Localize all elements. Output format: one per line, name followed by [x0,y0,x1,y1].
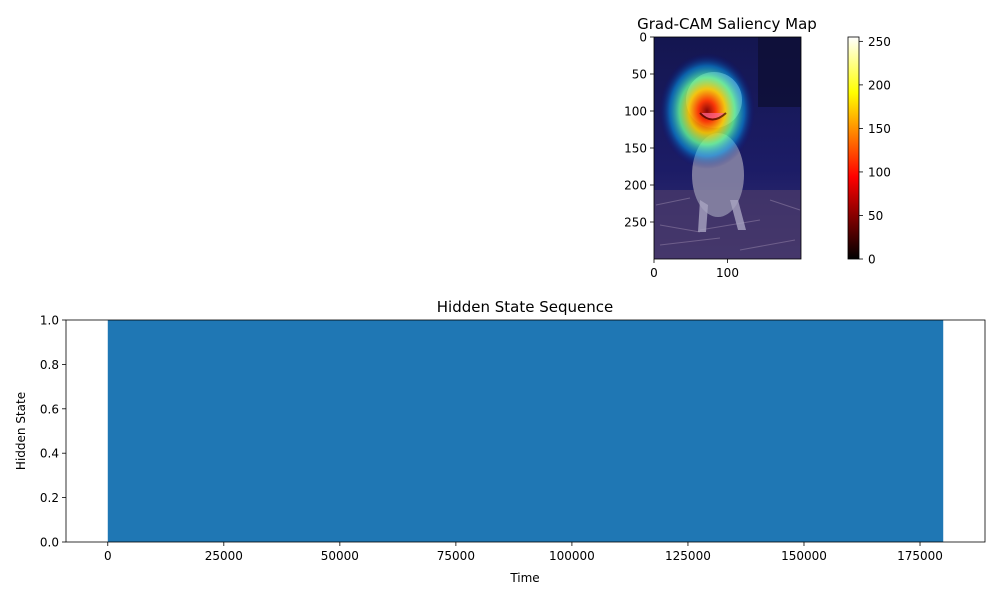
saliency-y-tick-label: 100 [624,105,647,119]
colorbar-gradient [847,36,860,260]
colorbar-tick-label: 200 [868,78,891,92]
saliency-image [654,37,801,259]
y-tick-label: 0.0 [40,536,59,550]
x-tick-label: 0 [104,549,112,563]
colorbar-tick-label: 250 [868,35,891,49]
y-tick-label: 0.6 [40,402,59,416]
saliency-x-tick-label: 100 [716,266,739,280]
tree-trunk [758,37,801,107]
hidden-state-bar [107,320,944,542]
saliency-y-tick-label: 0 [639,31,647,45]
plot-frame [65,319,986,543]
hidden-state-y-ticks: 0.0 0.2 0.4 0.6 0.8 1.0 [40,314,66,550]
colorbar-ticks: 0 50 100 150 200 250 [859,35,891,267]
colorbar-tick-label: 0 [868,253,876,267]
saliency-y-tick-label: 50 [632,68,647,82]
x-tick-label: 125000 [665,549,711,563]
dog-legs [698,200,746,232]
colorbar-tick-label: 150 [868,122,891,136]
saliency-y-ticks: 0 50 100 150 200 250 [624,31,654,230]
colorbar: 0 50 100 150 200 250 [847,35,891,267]
y-tick-label: 1.0 [40,314,59,328]
x-tick-label: 75000 [437,549,475,563]
x-axis-label: Time [509,571,539,585]
hidden-state-panel: Hidden State Sequence 0 25000 50000 75000 10… [14,298,986,585]
y-axis-label: Hidden State [14,392,28,470]
saliency-y-tick-label: 150 [624,142,647,156]
x-tick-label: 25000 [205,549,243,563]
x-tick-label: 175000 [897,549,943,563]
colorbar-tick-label: 50 [868,209,883,223]
saliency-y-tick-label: 250 [624,216,647,230]
straw-texture [655,197,801,251]
saliency-x-tick-label: 0 [650,266,658,280]
x-tick-label: 100000 [549,549,595,563]
x-tick-label: 150000 [781,549,827,563]
saliency-x-ticks: 0 100 [650,259,739,280]
dog-mouth [699,112,727,121]
y-tick-label: 0.8 [40,358,59,372]
saliency-y-tick-label: 200 [624,179,647,193]
y-tick-label: 0.4 [40,447,59,461]
saliency-blob [659,53,755,169]
x-tick-label: 50000 [321,549,359,563]
hidden-state-title: Hidden State Sequence [437,298,613,316]
y-tick-label: 0.2 [40,491,59,505]
saliency-title: Grad-CAM Saliency Map [637,15,817,33]
saliency-panel: Grad-CAM Saliency Map 0 50 100 150 200 250 0 1… [624,15,817,280]
hidden-state-x-ticks: 0 25000 50000 75000 100000 125000 150000 175000 [104,542,943,563]
colorbar-tick-label: 100 [868,165,891,179]
